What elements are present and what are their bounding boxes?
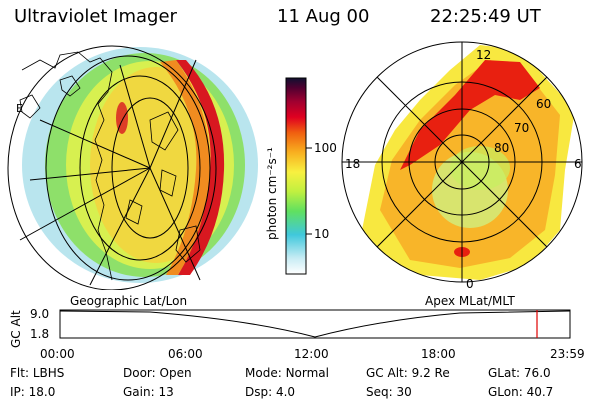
mlt-label-0: 0 (466, 277, 474, 291)
oval-warm-arc (160, 60, 211, 275)
time-tick-2359: 23:59 (550, 347, 585, 361)
status-ip: IP: 18.0 (10, 385, 56, 399)
oval-hotspot (116, 102, 128, 134)
altitude-ytick-low: 1.8 (30, 327, 49, 341)
polar-emission-hot (400, 60, 540, 170)
mlat-label-80: 80 (494, 141, 509, 155)
status-gc-alt: GC Alt: 9.2 Re (366, 366, 450, 380)
geographic-label: Geographic Lat/Lon (70, 294, 187, 308)
mlat-label-60: 60 (536, 97, 551, 111)
mlt-label-18: 18 (345, 157, 360, 171)
colorbar-unit-label: photon cm⁻²s⁻¹ (265, 147, 279, 240)
colorbar-tick-10: 10 (314, 227, 329, 241)
colorbar-tick-100: 100 (314, 141, 337, 155)
altitude-curve (59, 310, 571, 338)
mlt-label-12: 12 (476, 48, 491, 62)
oval-hot-arc (176, 60, 225, 275)
polar-cool-patch (450, 146, 510, 190)
status-glon: GLon: 40.7 (488, 385, 554, 399)
geographic-panel: E (7, 45, 258, 290)
time-tick-0000: 00:00 (40, 347, 75, 361)
observation-time: 22:25:49 UT (430, 6, 541, 27)
observation-date: 11 Aug 00 (277, 6, 370, 27)
coastlines (19, 51, 201, 281)
status-glat: GLat: 76.0 (488, 366, 551, 380)
altitude-ylabel: GC Alt (9, 310, 23, 348)
time-tick-1800: 18:00 (421, 347, 456, 361)
altitude-frame (59, 309, 571, 339)
instrument-title: Ultraviolet Imager (14, 6, 177, 27)
status-filter: Flt: LBHS (10, 366, 65, 380)
status-seq: Seq: 30 (366, 385, 412, 399)
mlat-grid (341, 41, 583, 283)
altitude-plot: GC Alt 9.0 1.8 00:00 06:00 12:00 18:00 2… (9, 307, 585, 361)
lat-lon-grid (7, 45, 217, 290)
auroral-oval-image (22, 47, 258, 283)
mlt-label-6: 6 (574, 157, 582, 171)
apex-label: Apex MLat/MLT (425, 294, 515, 308)
time-tick-1200: 12:00 (294, 347, 329, 361)
time-tick-0600: 06:00 (168, 347, 203, 361)
status-dsp: Dsp: 4.0 (245, 385, 296, 399)
magnetic-panel: 12 18 6 0 60 70 80 (341, 41, 583, 291)
status-door: Door: Open (123, 366, 192, 380)
status-gain: Gain: 13 (123, 385, 174, 399)
colorbar: 100 10 photon cm⁻²s⁻¹ (265, 77, 337, 275)
coast-mark-e: E (16, 102, 23, 115)
colorbar-gradient (285, 77, 307, 275)
status-mode: Mode: Normal (245, 366, 329, 380)
altitude-ytick-high: 9.0 (30, 307, 49, 321)
mlat-label-70: 70 (514, 121, 529, 135)
